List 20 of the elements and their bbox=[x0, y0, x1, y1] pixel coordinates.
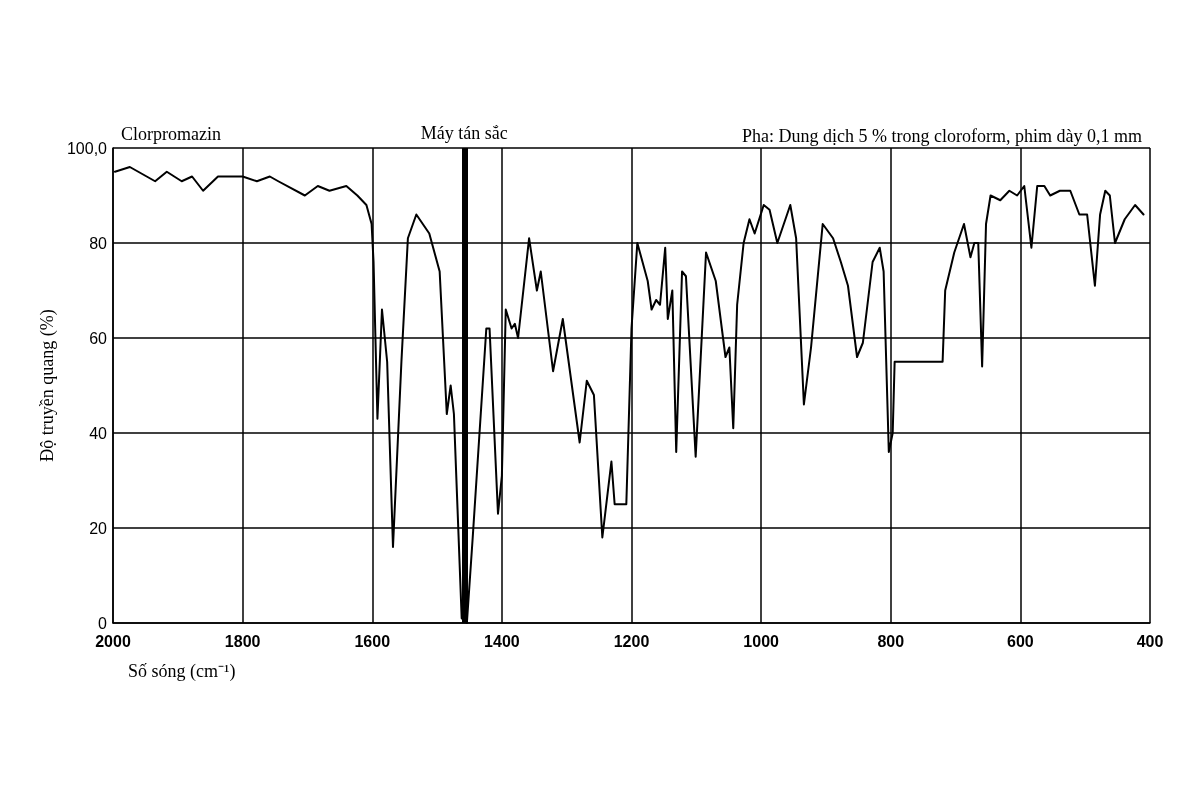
x-tick-label: 800 bbox=[877, 632, 905, 650]
chart-title: Clorpromazin bbox=[121, 124, 221, 144]
x-tick-label: 600 bbox=[1007, 632, 1034, 650]
y-tick-label: 20 bbox=[89, 519, 108, 537]
x-tick-label: 1800 bbox=[224, 632, 261, 650]
y-tick-label: 0 bbox=[98, 614, 108, 632]
y-tick-label: 100,0 bbox=[66, 139, 108, 157]
y-axis-title: Độ truyền quang (%) bbox=[37, 309, 59, 462]
x-tick-label: 1400 bbox=[484, 632, 520, 650]
x-tick-label: 1200 bbox=[613, 632, 650, 650]
y-tick-label: 60 bbox=[89, 329, 108, 347]
x-tick-label: 400 bbox=[1136, 632, 1164, 650]
x-tick-label: 1600 bbox=[354, 632, 391, 650]
x-tick-label: 1000 bbox=[743, 632, 780, 650]
x-axis-title: Số sóng (cm⁻¹) bbox=[128, 661, 236, 682]
text: Pha: Dung dịch 5 % trong cloroform, phim dày 0,1 mm bbox=[742, 126, 1143, 146]
x-tick-label: 2000 bbox=[95, 632, 131, 650]
ref-line-label: Máy tán sắc bbox=[420, 123, 508, 143]
y-tick-label: 80 bbox=[89, 234, 108, 252]
y-tick-label: 40 bbox=[89, 424, 108, 442]
